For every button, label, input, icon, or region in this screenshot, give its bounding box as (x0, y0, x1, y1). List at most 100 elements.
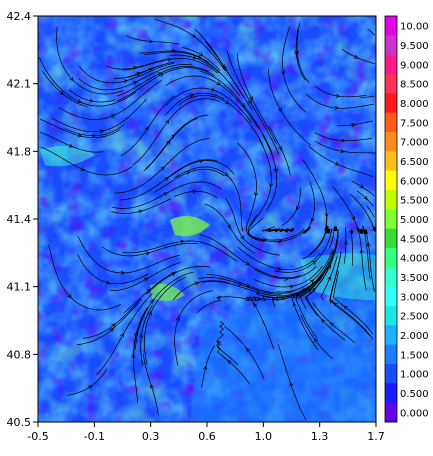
streamline (68, 89, 116, 103)
streamline (282, 26, 307, 113)
streamline (122, 240, 238, 262)
streamline-arrow (185, 171, 191, 176)
streamline (237, 246, 321, 271)
colorbar-swatch (385, 74, 397, 94)
streamline-arrow (245, 261, 251, 266)
colorbar-swatch (385, 35, 397, 56)
colorbar-swatch (385, 209, 397, 230)
streamline (253, 266, 317, 280)
streamline-arrow (343, 305, 348, 310)
colorbar-label: 7.000 (400, 138, 429, 149)
streamline-arrow (247, 99, 252, 105)
colorbar-label: 9.500 (400, 41, 429, 52)
streamline-arrow (341, 138, 346, 143)
streamline-arrow (77, 133, 83, 138)
colorbar-label: 1.000 (400, 370, 429, 381)
streamline-arrow (246, 347, 251, 353)
streamline-arrow (327, 275, 332, 281)
streamline-arrow (157, 72, 162, 77)
streamlines (39, 18, 376, 421)
colorbar-swatch (385, 190, 397, 210)
streamline-arrow (321, 318, 326, 324)
streamline-arrow (163, 192, 168, 197)
streamline-arrow (334, 105, 340, 110)
streamline (302, 159, 329, 231)
colorbar-swatch (385, 112, 397, 133)
colorbar-label: 2.500 (400, 312, 429, 323)
colorbar-swatch (385, 170, 397, 191)
streamline (360, 96, 374, 99)
x-tick-label: 0.3 (142, 430, 160, 443)
streamline-arrow (226, 224, 231, 229)
streamline (143, 276, 186, 365)
colorbar-swatch (385, 364, 397, 384)
colorbar-label: 9.000 (400, 60, 429, 71)
colorbar-swatch (385, 286, 397, 307)
streamline (271, 274, 323, 308)
streamline (366, 205, 375, 218)
streamline-arrow (150, 383, 154, 389)
colorbar-swatch (385, 132, 397, 152)
streamline (216, 341, 250, 384)
streamline-arrow (134, 331, 139, 337)
streamline (291, 269, 326, 351)
colorbar-label: 6.000 (400, 176, 429, 187)
colorbar-swatch (385, 93, 397, 114)
streamline (76, 302, 139, 345)
streamline (135, 271, 194, 350)
colorbar-swatch (385, 325, 397, 346)
streamline (304, 181, 315, 234)
streamline-arrow (363, 195, 369, 201)
streamline (199, 234, 301, 279)
streamline (276, 249, 334, 293)
streamline-arrow (324, 212, 329, 218)
colorbar-label: 4.500 (400, 234, 429, 245)
y-tick-label: 42.1 (7, 78, 32, 91)
streamline-arrow (132, 81, 138, 85)
streamline-arrow (197, 55, 203, 60)
streamline-arrow (143, 277, 149, 282)
streamline-arrow (221, 64, 226, 69)
colorbar-swatch (385, 151, 397, 172)
streamline (114, 138, 210, 194)
streamline-arrow (343, 240, 349, 245)
streamline-arrow (372, 226, 376, 232)
streamline-arrow (171, 48, 177, 53)
streamline-arrow (68, 143, 74, 148)
streamline-arrow (170, 134, 175, 139)
streamline (309, 228, 331, 255)
streamline (329, 251, 371, 337)
streamline-arrow (295, 205, 300, 211)
colorbar-label: 6.500 (400, 157, 429, 168)
streamline (78, 63, 174, 84)
streamline-arrow (340, 149, 346, 154)
streamline (269, 228, 284, 232)
streamline-arrow (255, 290, 261, 295)
streamline-arrow (149, 299, 154, 304)
streamline-arrow (225, 100, 230, 105)
streamline (249, 139, 272, 227)
streamline (356, 190, 374, 207)
streamline (56, 26, 124, 95)
streamline-arrow (277, 107, 282, 113)
streamline-arrow (147, 310, 152, 316)
streamline-arrow (249, 96, 253, 101)
plot-area (38, 16, 376, 422)
y-tick-label: 42.4 (7, 10, 32, 23)
colorbar-swatch (385, 54, 397, 75)
y-tick-label: 40.5 (7, 416, 32, 429)
colorbar-label: 5.500 (400, 196, 429, 207)
streamline-arrow (189, 93, 195, 98)
streamline-arrow (111, 323, 117, 328)
streamline (224, 325, 265, 380)
streamline-arrow (171, 272, 176, 277)
streamline-arrow (277, 239, 283, 244)
streamline (39, 57, 137, 107)
streamline-arrow (133, 65, 138, 70)
streamline-arrow (289, 382, 294, 387)
streamline-arrow (138, 209, 144, 214)
streamline-arrow (245, 283, 251, 287)
streamline-arrow (217, 295, 223, 300)
streamline (199, 70, 273, 154)
